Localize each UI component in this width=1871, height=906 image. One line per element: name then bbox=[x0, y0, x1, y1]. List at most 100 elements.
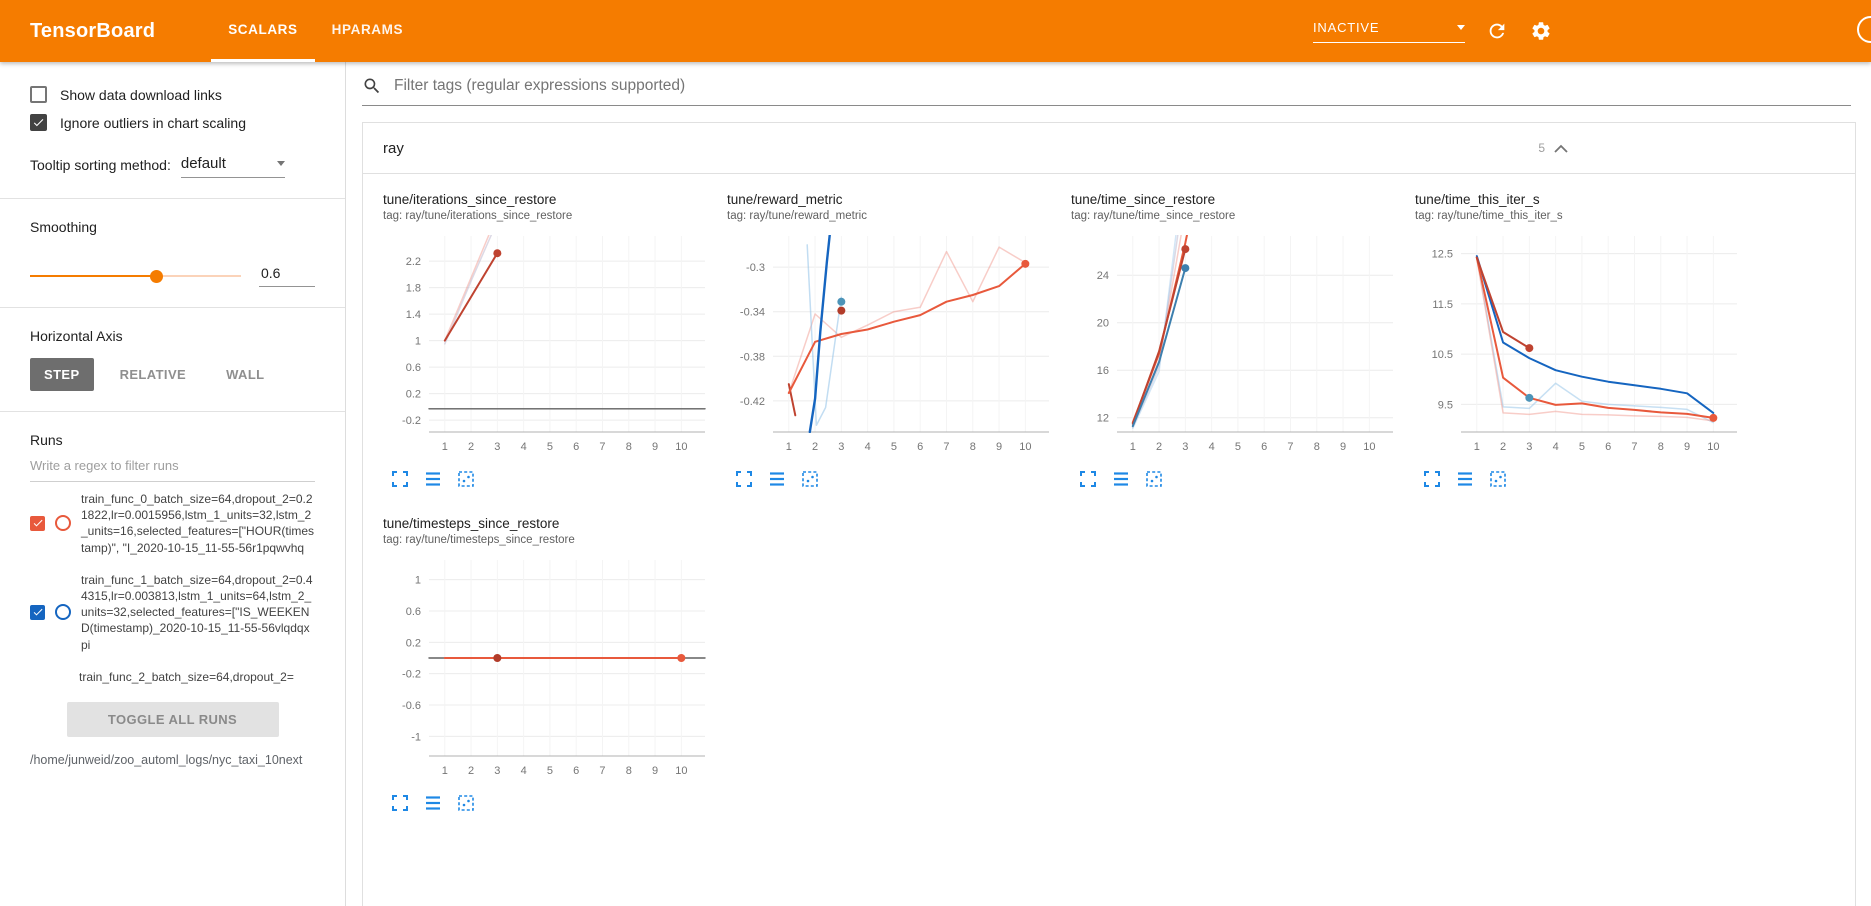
log-scale-button[interactable] bbox=[768, 470, 786, 488]
expand-chart-button[interactable] bbox=[391, 470, 409, 488]
svg-text:4: 4 bbox=[865, 441, 871, 453]
run-checkbox[interactable] bbox=[30, 515, 45, 531]
smoothing-slider-thumb[interactable] bbox=[149, 269, 163, 283]
help-icon[interactable] bbox=[1857, 16, 1871, 43]
checkbox-checked-icon[interactable] bbox=[30, 114, 47, 131]
axis-wall-button[interactable]: WALL bbox=[226, 367, 265, 382]
line-chart[interactable]: -0.2 0.2 0.6 1 1.4 1.8 2.2 1 2 3 4 5 6 7 8 9 10 bbox=[383, 228, 715, 458]
svg-text:1: 1 bbox=[1130, 441, 1136, 453]
axis-step-button[interactable]: STEP bbox=[30, 358, 94, 391]
svg-text:7: 7 bbox=[1287, 441, 1293, 453]
nav-tabs: SCALARS HPARAMS bbox=[211, 0, 420, 62]
chevron-down-icon bbox=[1457, 24, 1465, 30]
svg-text:4: 4 bbox=[1209, 441, 1215, 453]
category-header[interactable]: ray 5 bbox=[363, 123, 1855, 174]
run-list: train_func_0_batch_size=64,dropout_2=0.2… bbox=[30, 486, 315, 696]
show-download-links-row[interactable]: Show data download links bbox=[30, 86, 315, 103]
tooltip-sorting-dropdown[interactable]: default bbox=[180, 155, 285, 178]
svg-text:9.5: 9.5 bbox=[1438, 399, 1453, 411]
svg-text:-0.2: -0.2 bbox=[402, 415, 421, 427]
expand-icon bbox=[392, 471, 408, 487]
fit-domain-button[interactable] bbox=[457, 794, 475, 812]
run-list-item[interactable]: train_func_0_batch_size=64,dropout_2=0.2… bbox=[30, 486, 315, 561]
svg-text:2: 2 bbox=[468, 765, 474, 777]
svg-text:1: 1 bbox=[442, 765, 448, 777]
svg-text:3: 3 bbox=[838, 441, 844, 453]
svg-text:2: 2 bbox=[468, 441, 474, 453]
chart-tag: tag: ray/tune/time_this_iter_s bbox=[1415, 210, 1563, 222]
settings-button[interactable] bbox=[1529, 19, 1553, 43]
chart-toolbar bbox=[1071, 470, 1407, 488]
line-chart[interactable]: -0.42 -0.38 -0.34 -0.3 1 2 3 4 5 6 7 8 9 10 bbox=[727, 228, 1059, 458]
svg-text:6: 6 bbox=[917, 441, 923, 453]
svg-text:6: 6 bbox=[573, 441, 579, 453]
refresh-icon bbox=[1489, 23, 1505, 39]
divider bbox=[0, 307, 345, 308]
expand-chart-button[interactable] bbox=[1423, 470, 1441, 488]
run-color-swatch[interactable] bbox=[55, 515, 71, 532]
chart-card: tune/iterations_since_restore tag: ray/tu… bbox=[383, 192, 719, 488]
expand-chart-button[interactable] bbox=[1079, 470, 1097, 488]
svg-text:-1: -1 bbox=[411, 731, 421, 743]
tag-filter-input[interactable] bbox=[392, 76, 1851, 96]
log-scale-button[interactable] bbox=[1112, 470, 1130, 488]
chart-toolbar bbox=[383, 794, 719, 812]
run-list-item[interactable]: train_func_1_batch_size=64,dropout_2=0.4… bbox=[30, 567, 315, 658]
svg-text:-0.2: -0.2 bbox=[402, 669, 421, 681]
axis-relative-button[interactable]: RELATIVE bbox=[119, 367, 187, 382]
chevron-up-icon[interactable] bbox=[1554, 144, 1568, 153]
log-scale-icon bbox=[426, 472, 440, 486]
chevron-down-icon bbox=[276, 161, 285, 166]
svg-text:7: 7 bbox=[599, 441, 605, 453]
line-chart[interactable]: -1 -0.6 -0.2 0.2 0.6 1 1 2 3 4 5 6 7 8 9 10 bbox=[383, 552, 715, 782]
svg-text:7: 7 bbox=[943, 441, 949, 453]
expand-icon bbox=[1424, 471, 1440, 487]
run-list-item[interactable]: train_func_2_batch_size=64,dropout_2= bbox=[30, 664, 315, 690]
svg-text:1: 1 bbox=[786, 441, 792, 453]
tag-filter-row bbox=[362, 76, 1851, 106]
category-title: ray bbox=[383, 139, 404, 157]
horizontal-axis-label: Horizontal Axis bbox=[30, 328, 123, 344]
svg-text:4: 4 bbox=[521, 441, 527, 453]
svg-text:8: 8 bbox=[1658, 441, 1664, 453]
log-scale-button[interactable] bbox=[424, 470, 442, 488]
chart-toolbar bbox=[1415, 470, 1751, 488]
status-label: INACTIVE bbox=[1313, 19, 1380, 35]
toggle-all-runs-button[interactable]: TOGGLE ALL RUNS bbox=[66, 701, 279, 737]
log-scale-button[interactable] bbox=[1456, 470, 1474, 488]
svg-text:6: 6 bbox=[573, 765, 579, 777]
run-checkbox[interactable] bbox=[30, 604, 45, 620]
expand-chart-button[interactable] bbox=[391, 794, 409, 812]
run-color-swatch[interactable] bbox=[55, 604, 71, 621]
fit-domain-button[interactable] bbox=[1489, 470, 1507, 488]
svg-text:10: 10 bbox=[675, 765, 687, 777]
expand-icon bbox=[736, 471, 752, 487]
smoothing-value-input[interactable]: 0.6 bbox=[259, 265, 315, 287]
chart-toolbar bbox=[727, 470, 1063, 488]
fit-domain-button[interactable] bbox=[457, 470, 475, 488]
tab-hparams[interactable]: HPARAMS bbox=[331, 22, 404, 37]
tab-scalars[interactable]: SCALARS bbox=[211, 0, 315, 62]
refresh-button[interactable] bbox=[1485, 19, 1509, 43]
runs-filter-input[interactable] bbox=[30, 448, 315, 482]
runs-label: Runs bbox=[30, 432, 63, 448]
fit-domain-button[interactable] bbox=[801, 470, 819, 488]
log-scale-icon bbox=[770, 472, 784, 486]
smoothing-slider[interactable] bbox=[30, 269, 241, 283]
line-chart[interactable]: 9.5 10.5 11.5 12.5 1 2 3 4 5 6 7 8 9 10 bbox=[1415, 228, 1747, 458]
svg-text:0.2: 0.2 bbox=[406, 389, 421, 401]
chart-tag: tag: ray/tune/timesteps_since_restore bbox=[383, 534, 575, 546]
chart-title: tune/time_this_iter_s bbox=[1415, 192, 1540, 207]
expand-chart-button[interactable] bbox=[735, 470, 753, 488]
checkbox-label: Ignore outliers in chart scaling bbox=[60, 114, 246, 131]
ignore-outliers-row[interactable]: Ignore outliers in chart scaling bbox=[30, 114, 315, 131]
tooltip-sorting-row: Tooltip sorting method: default bbox=[30, 155, 315, 178]
svg-text:2: 2 bbox=[812, 441, 818, 453]
svg-text:1.8: 1.8 bbox=[406, 283, 421, 295]
fit-domain-button[interactable] bbox=[1145, 470, 1163, 488]
svg-text:5: 5 bbox=[891, 441, 897, 453]
data-status-dropdown[interactable]: INACTIVE bbox=[1313, 20, 1465, 43]
log-scale-button[interactable] bbox=[424, 794, 442, 812]
checkbox-unchecked-icon[interactable] bbox=[30, 86, 47, 103]
